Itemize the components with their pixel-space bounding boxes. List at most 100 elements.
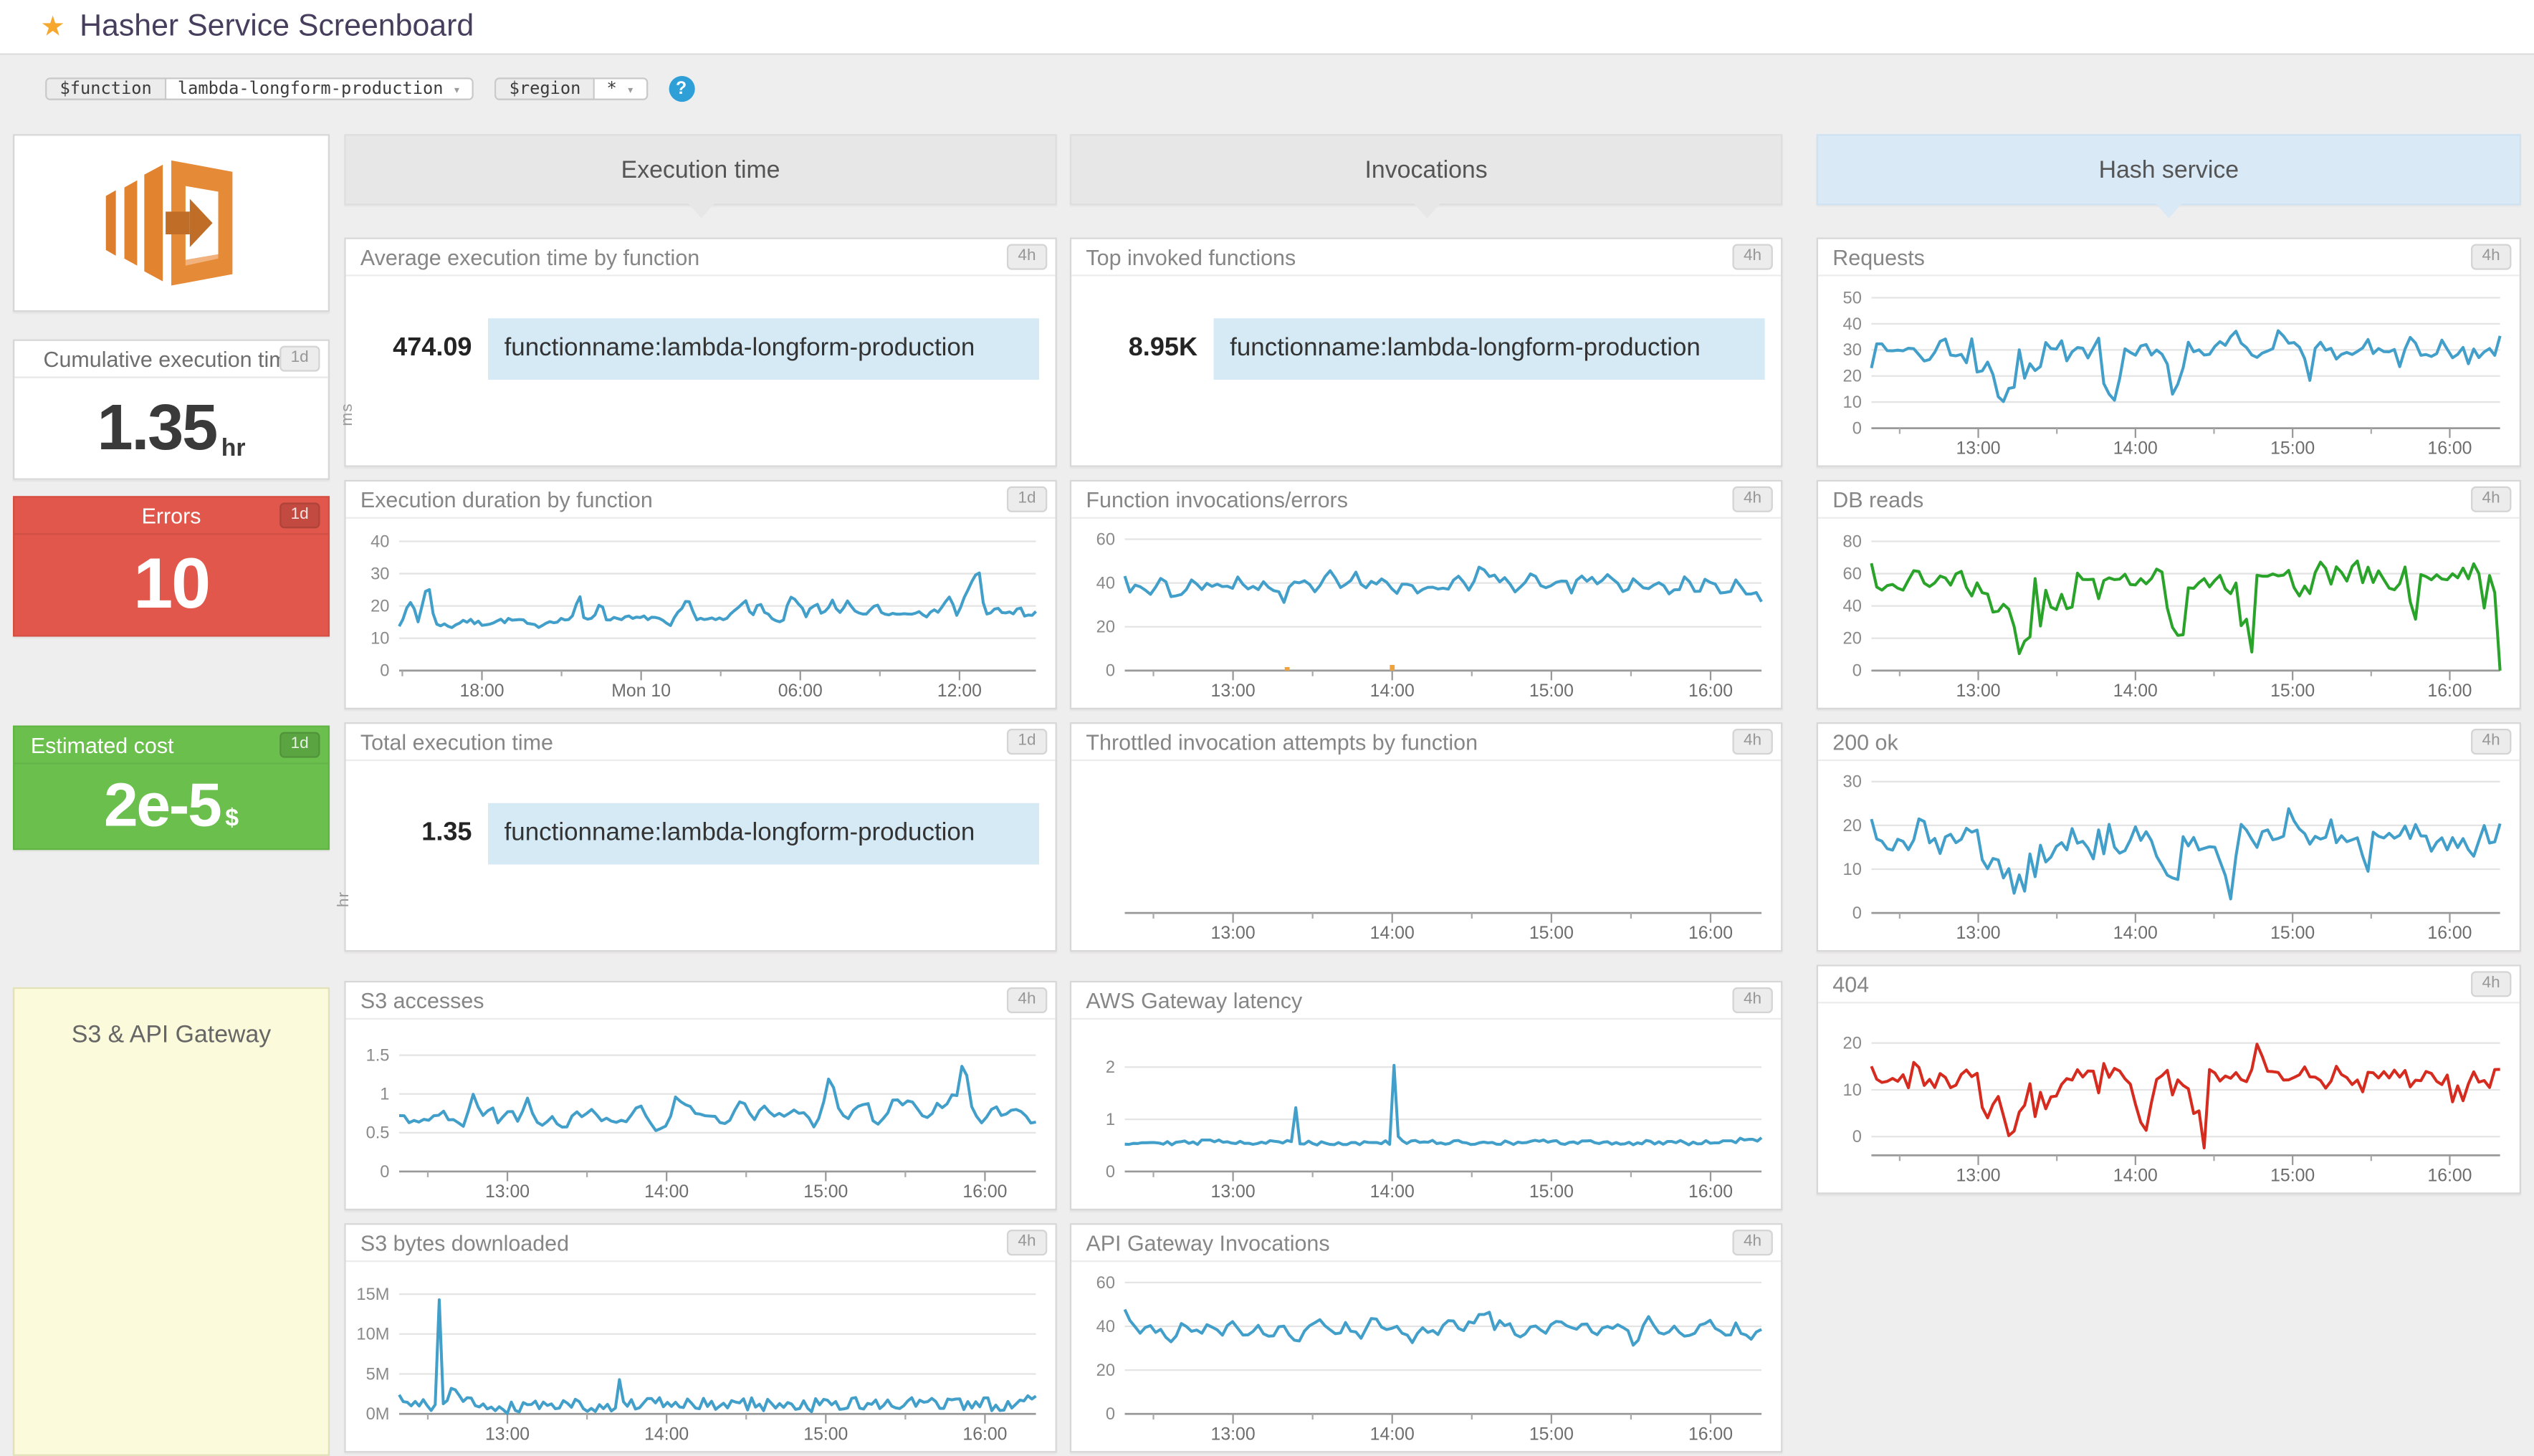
timeseries-chart[interactable]: 0 20 40 60 13:00 14:00 15:00 16:00 [1071,519,1781,704]
svg-text:15:00: 15:00 [803,1424,848,1444]
timeframe-badge[interactable]: 4h [1006,244,1048,270]
timeframe-badge[interactable]: 1d [279,502,320,529]
timeseries-chart[interactable]: 13:00 14:00 15:00 16:00 [1071,761,1781,947]
panel-title-bar: S3 bytes downloaded 4h [345,1225,1056,1263]
favorite-star-icon[interactable]: ★ [40,10,65,42]
timeframe-badge[interactable]: 4h [2470,729,2512,755]
svg-text:Mon 10: Mon 10 [611,681,671,701]
query-value-errors: Errors 1d 10 [13,496,330,637]
panel-title-bar: DB reads 4h [1817,482,2520,519]
svg-text:14:00: 14:00 [1370,681,1415,701]
svg-text:30: 30 [370,565,389,583]
svg-text:15:00: 15:00 [2270,1166,2315,1185]
timeseries-chart[interactable]: 0 20 40 60 13:00 14:00 15:00 16:00 [1071,1262,1781,1447]
toplist-bar[interactable]: functionname:lambda-longform-production [488,318,1040,380]
chart-panel-requests: Requests 4h 0 10 20 30 40 50 13:00 14:00 15:00 16:0… [1816,237,2521,467]
toplist-body: 1.35 functionname:lambda-longform-product… [335,761,1056,950]
svg-text:15:00: 15:00 [803,1182,848,1202]
svg-text:14:00: 14:00 [1370,1182,1415,1202]
timeseries-chart[interactable]: 0 10 20 30 13:00 14:00 15:00 16:00 [1818,761,2520,947]
panel-title: Throttled invocation attempts by functio… [1086,729,1478,755]
svg-text:16:00: 16:00 [1688,1182,1733,1202]
region-variable-select[interactable]: * ▾ [595,79,646,99]
svg-text:18:00: 18:00 [459,681,504,701]
timeseries-chart[interactable]: 0 1 2 13:00 14:00 15:00 16:00 [1071,1020,1781,1205]
timeframe-badge[interactable]: 1d [1006,729,1048,755]
toplist-panel-total_exec: Total execution time 1d 1.35 functionname:l… [335,722,1057,952]
svg-text:13:00: 13:00 [1211,681,1256,701]
widget-title: Estimated cost [30,732,174,757]
group-tab-hash-service[interactable]: Hash service [1816,134,2521,219]
image-widget-lambda [13,134,330,312]
timeframe-badge[interactable]: 4h [2470,486,2512,512]
svg-text:13:00: 13:00 [1956,924,2001,943]
svg-text:0: 0 [1852,662,1862,681]
svg-text:20: 20 [370,598,389,616]
panel-title: DB reads [1832,487,1924,512]
widget-title-bar: Cumulative execution time 1d [14,341,328,378]
timeseries-chart[interactable]: 0 10 20 13:00 14:00 15:00 16:00 [1818,1003,2520,1189]
timeseries-chart[interactable]: 0 0.5 1 1.5 13:00 14:00 15:00 16:00 [346,1020,1056,1205]
help-icon[interactable]: ? [668,75,694,102]
panel-title: Total execution time [360,729,553,755]
timeframe-badge[interactable]: 1d [279,345,320,372]
chart-area: 0M 5M 10M 15M 13:00 14:00 15:00 16:00 [346,1262,1056,1451]
chart-panel-ok200: 200 ok 4h 0 10 20 30 13:00 14:00 15:00 16:00 [1816,722,2521,952]
timeframe-badge[interactable]: 4h [1732,987,1773,1013]
chart-area: 0 10 20 30 40 50 13:00 14:00 15:00 16:00 [1818,277,2520,466]
timeframe-badge[interactable]: 4h [1732,729,1773,755]
chart-panel-s3_bytes: S3 bytes downloaded 4h 0M 5M 10M 15M 13:00 14:0… [344,1223,1057,1453]
region-variable-value: * [606,79,617,99]
panel-title-bar: S3 accesses 4h [345,982,1056,1020]
svg-text:0: 0 [1106,1405,1115,1424]
svg-text:10M: 10M [356,1326,389,1344]
svg-text:14:00: 14:00 [2113,439,2158,459]
aws-lambda-logo-icon [105,160,233,286]
group-tab-invocations[interactable]: Invocations [1069,134,1783,219]
chart-area: 0 20 40 60 80 13:00 14:00 15:00 16:00 [1818,519,2520,708]
toplist-value: 474.09 [393,334,472,363]
timeframe-badge[interactable]: 4h [2470,971,2512,997]
svg-text:16:00: 16:00 [2427,681,2472,701]
page-title: Hasher Service Screenboard [80,9,474,43]
timeframe-badge[interactable]: 4h [2470,244,2512,270]
timeframe-badge[interactable]: 4h [1006,987,1048,1013]
panel-title: Top invoked functions [1086,244,1296,269]
svg-text:60: 60 [1096,1274,1115,1293]
timeframe-badge[interactable]: 4h [1732,486,1773,512]
timeseries-chart[interactable]: 0 10 20 30 40 50 13:00 14:00 15:00 16:00 [1818,277,2520,462]
toplist-value: 8.95K [1128,334,1198,363]
function-variable-label: $function [47,79,167,99]
toplist-bar[interactable]: functionname:lambda-longform-production [1213,318,1765,380]
svg-text:15:00: 15:00 [2270,924,2315,943]
board-grid: Cumulative execution time 1d 1.35 hr Err… [0,108,2534,1456]
chart-area: 0 10 20 30 40 18:00 Mon 10 06:00 12:00 [346,519,1056,708]
group-tab-execution-time[interactable]: Execution time [344,134,1057,219]
chart-area: 13:00 14:00 15:00 16:00 [1071,761,1781,950]
timeframe-badge[interactable]: 1d [1006,486,1048,512]
toplist-bar[interactable]: functionname:lambda-longform-production [488,803,1040,865]
function-variable-value: lambda-longform-production [177,79,444,99]
function-variable-select[interactable]: lambda-longform-production ▾ [166,79,472,99]
timeseries-chart[interactable]: 0 10 20 30 40 18:00 Mon 10 06:00 12:00 [346,519,1056,704]
timeseries-chart[interactable]: 0M 5M 10M 15M 13:00 14:00 15:00 16:00 [346,1262,1056,1447]
svg-text:40: 40 [1843,598,1862,616]
svg-text:1.5: 1.5 [366,1046,390,1065]
timeframe-badge[interactable]: 1d [279,732,320,758]
timeframe-badge[interactable]: 4h [1732,244,1773,270]
timeframe-badge[interactable]: 4h [1006,1230,1048,1256]
value-unit: $ [225,805,239,833]
query-value-cumulative-execution-time: Cumulative execution time 1d 1.35 hr [13,339,330,480]
svg-text:13:00: 13:00 [1211,924,1256,943]
svg-text:40: 40 [1843,315,1862,334]
toplist-body: 474.09 functionname:lambda-longform-produ… [339,277,1056,466]
toplist-panel-avg_exec: Average execution time by function 4h 474.… [339,237,1057,467]
svg-text:0: 0 [380,1163,389,1182]
svg-text:40: 40 [370,532,389,551]
timeseries-chart[interactable]: 0 20 40 60 80 13:00 14:00 15:00 16:00 [1818,519,2520,704]
svg-text:14:00: 14:00 [2113,681,2158,701]
timeframe-badge[interactable]: 4h [1732,1230,1773,1256]
svg-text:15:00: 15:00 [2270,439,2315,459]
svg-text:14:00: 14:00 [644,1424,689,1444]
svg-text:15:00: 15:00 [1529,1182,1574,1202]
